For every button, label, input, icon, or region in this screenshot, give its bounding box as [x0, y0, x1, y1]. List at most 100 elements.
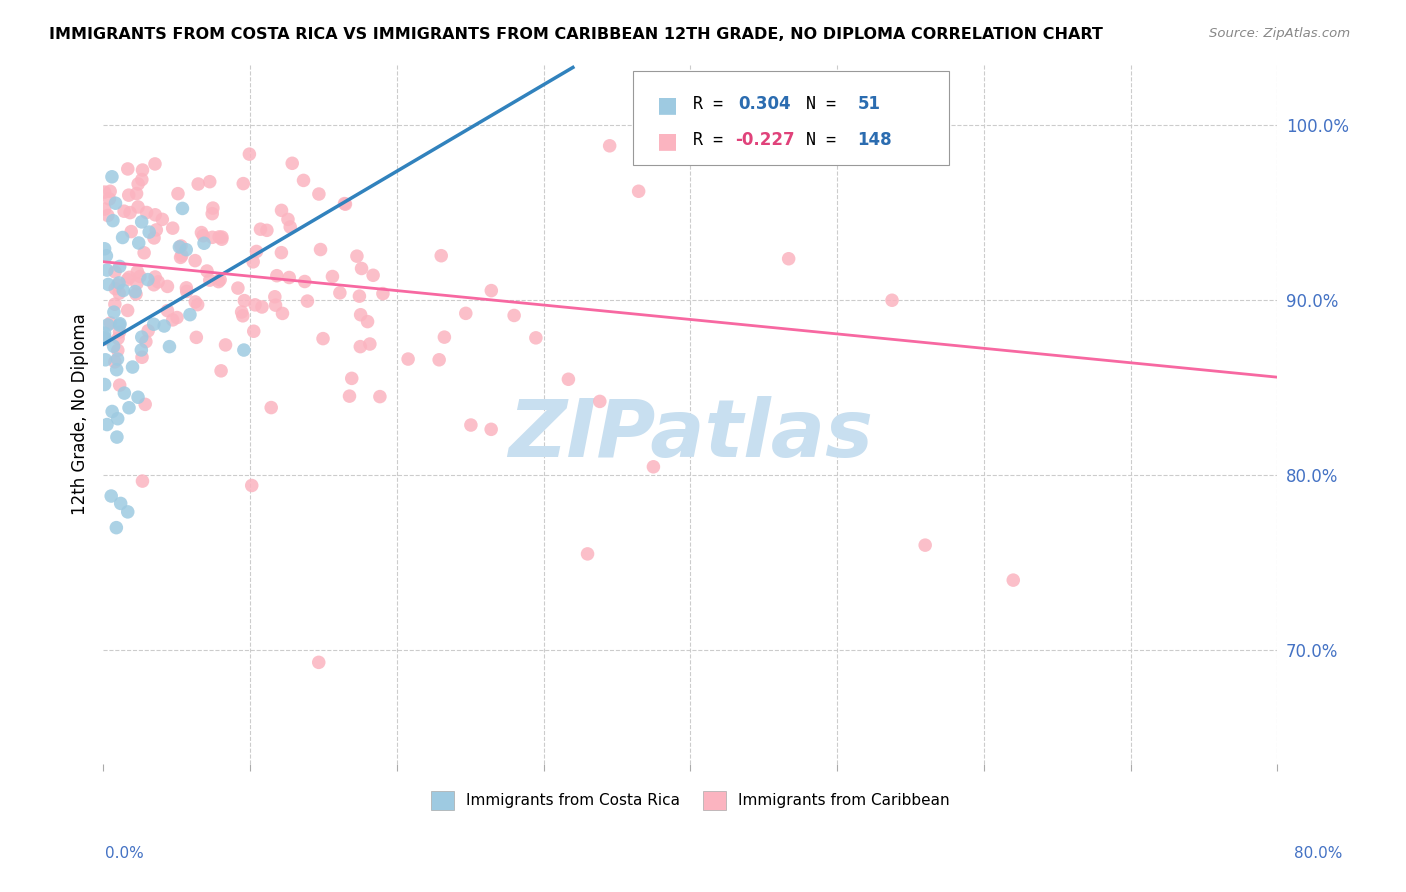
Text: N =: N =: [806, 95, 835, 113]
Point: [184, 253, 207, 268]
Point: [207, 275, 229, 289]
Point: [124, 285, 146, 299]
Point: [93, 185, 115, 199]
Point: [309, 243, 332, 257]
Point: [308, 187, 330, 202]
Point: [104, 265, 127, 279]
Point: [356, 315, 378, 329]
Point: [454, 306, 477, 320]
Point: [93, 326, 115, 341]
Point: [231, 305, 253, 319]
Point: [321, 269, 343, 284]
Y-axis label: 12th Grade, No Diploma: 12th Grade, No Diploma: [72, 313, 89, 515]
Text: R =: R =: [693, 95, 723, 113]
Point: [107, 277, 129, 292]
Point: [167, 186, 190, 201]
Point: [361, 268, 384, 283]
Point: [266, 268, 288, 283]
Point: [125, 186, 148, 201]
Point: [112, 284, 135, 298]
Point: [138, 225, 160, 239]
Point: [131, 351, 153, 365]
Point: [105, 521, 128, 535]
Point: [98, 184, 121, 198]
Point: [131, 215, 153, 229]
Point: [430, 249, 453, 263]
Point: [281, 156, 304, 170]
Point: [98, 192, 121, 206]
Point: [94, 332, 117, 346]
Point: [97, 318, 120, 332]
Point: [110, 496, 132, 510]
Point: [226, 281, 249, 295]
Point: [914, 538, 936, 552]
Point: [335, 197, 357, 211]
Point: [211, 232, 233, 246]
Point: [260, 401, 283, 415]
Point: [340, 371, 363, 385]
Text: 0.304: 0.304: [738, 95, 790, 113]
Point: [599, 138, 621, 153]
Point: [93, 331, 115, 345]
Point: [427, 352, 450, 367]
Point: [118, 205, 141, 219]
Point: [117, 272, 139, 286]
Point: [142, 318, 165, 332]
Point: [103, 339, 125, 353]
Point: [396, 352, 419, 367]
Point: [134, 245, 156, 260]
Point: [108, 318, 131, 332]
Point: [479, 422, 502, 436]
Point: [118, 188, 141, 202]
Point: [104, 355, 127, 369]
Point: [201, 201, 224, 215]
Point: [134, 397, 156, 411]
Point: [627, 184, 650, 198]
Point: [350, 261, 373, 276]
Point: [264, 298, 287, 312]
Point: [142, 277, 165, 292]
Point: [176, 281, 198, 295]
Point: [117, 505, 139, 519]
Point: [589, 394, 612, 409]
Point: [460, 417, 482, 432]
Point: [643, 459, 665, 474]
Point: [96, 417, 118, 432]
Point: [211, 230, 233, 244]
Point: [131, 343, 153, 357]
Point: [127, 265, 149, 279]
Point: [127, 177, 149, 191]
Point: [179, 308, 201, 322]
Point: [143, 270, 166, 285]
Point: [371, 286, 394, 301]
Point: [576, 547, 599, 561]
Point: [240, 478, 263, 492]
Point: [125, 287, 148, 301]
Point: [108, 325, 131, 339]
Point: [271, 306, 294, 320]
Text: ZIPatlas: ZIPatlas: [508, 396, 873, 474]
Point: [162, 221, 184, 235]
Point: [118, 270, 141, 285]
Point: [108, 317, 131, 331]
Point: [121, 359, 143, 374]
Point: [150, 212, 173, 227]
Point: [170, 248, 193, 262]
Point: [433, 330, 456, 344]
Point: [120, 225, 142, 239]
Point: [333, 196, 356, 211]
Point: [169, 251, 191, 265]
Point: [778, 252, 800, 266]
Point: [201, 207, 224, 221]
Point: [125, 277, 148, 291]
Point: [187, 177, 209, 191]
Point: [208, 230, 231, 244]
Text: 148: 148: [858, 131, 893, 149]
Point: [503, 309, 526, 323]
Point: [277, 212, 299, 227]
Point: [104, 282, 127, 296]
Point: [93, 242, 115, 256]
Point: [143, 208, 166, 222]
Point: [232, 177, 254, 191]
Point: [349, 308, 371, 322]
